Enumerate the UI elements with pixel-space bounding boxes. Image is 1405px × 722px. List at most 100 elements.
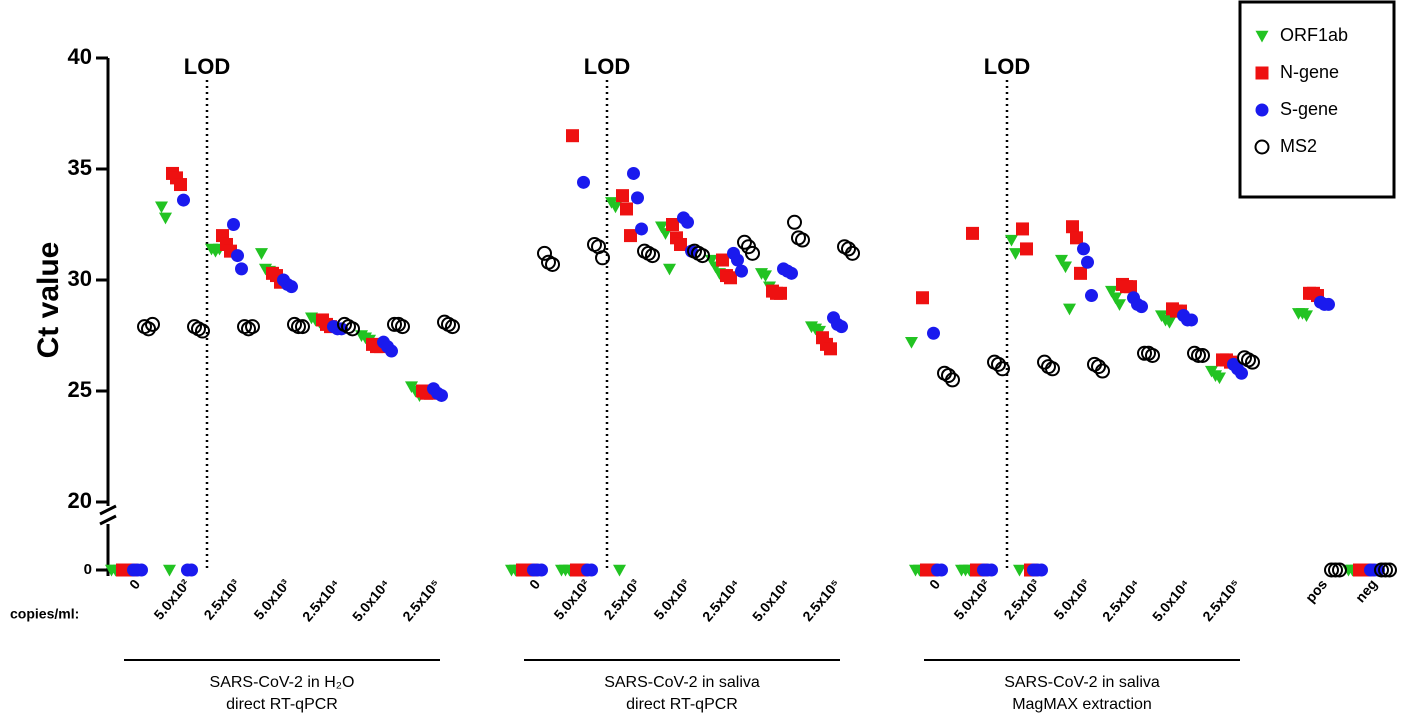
marker [1005, 234, 1018, 247]
marker [445, 319, 460, 335]
marker [1163, 316, 1176, 329]
x-tick-label: 2.5x10⁵ [399, 576, 443, 624]
marker [916, 291, 929, 305]
marker [1235, 366, 1248, 380]
marker [716, 253, 729, 267]
marker [737, 234, 752, 250]
marker [681, 215, 694, 229]
marker [795, 232, 810, 248]
marker [245, 319, 260, 335]
x-tick-label: 2.5x10³ [200, 576, 243, 623]
marker [759, 270, 772, 283]
marker [1324, 562, 1339, 578]
marker [1077, 242, 1090, 256]
marker [1070, 231, 1083, 245]
marker [787, 214, 802, 230]
x-tick-label: 2.5x10³ [600, 576, 643, 623]
x-tick-label: 2.5x10⁴ [299, 576, 343, 624]
group-label: SARS-CoV-2 in saliva [604, 674, 760, 691]
x-tick-label: 5.0x10² [950, 576, 993, 623]
marker [1378, 562, 1393, 578]
marker [645, 248, 660, 264]
marker [845, 245, 860, 261]
legend-marker [1255, 103, 1269, 117]
marker [1137, 345, 1152, 361]
x-tick-label: 2.5x10³ [1000, 576, 1043, 623]
marker [613, 564, 626, 577]
marker [1109, 292, 1122, 305]
marker [841, 241, 856, 257]
marker [745, 245, 760, 261]
marker [674, 237, 687, 251]
marker [927, 326, 940, 340]
marker [145, 316, 160, 332]
marker [387, 316, 402, 332]
marker [435, 388, 448, 402]
x-axis-title: copies/ml: [10, 606, 79, 622]
marker [227, 218, 240, 231]
marker [1374, 562, 1389, 578]
x-tick-label: 5.0x10² [150, 576, 193, 623]
marker [731, 253, 744, 267]
marker [163, 564, 176, 577]
marker [537, 245, 552, 261]
marker [385, 344, 398, 358]
x-tick-label: neg [1352, 576, 1380, 605]
marker [1066, 220, 1079, 234]
marker [595, 250, 610, 266]
y-tick-label: 20 [68, 488, 92, 513]
marker [905, 336, 918, 349]
legend-marker [1254, 139, 1270, 155]
marker [291, 319, 306, 335]
marker [1055, 254, 1068, 267]
marker [616, 189, 629, 203]
marker [345, 321, 360, 337]
marker [1195, 347, 1210, 363]
marker [395, 319, 410, 335]
marker [724, 271, 737, 285]
x-tick-label: 5.0x10³ [1050, 576, 1093, 623]
legend-label: N-gene [1280, 62, 1339, 82]
marker [635, 222, 648, 236]
x-tick-label: 2.5x10⁵ [1199, 576, 1243, 624]
marker [655, 221, 668, 234]
marker [631, 191, 644, 205]
marker [1135, 300, 1148, 314]
group-label: SARS-CoV-2 in H₂O [210, 674, 355, 691]
marker [141, 321, 156, 337]
y-axis-title: Ct value [32, 242, 65, 359]
marker [1074, 266, 1087, 280]
marker [1045, 361, 1060, 377]
group-label: MagMAX extraction [1012, 696, 1152, 713]
legend-label: ORF1ab [1280, 25, 1348, 45]
lod-label: LOD [984, 54, 1030, 79]
marker [1035, 563, 1048, 577]
legend-label: MS2 [1280, 136, 1317, 156]
marker [1300, 310, 1313, 323]
x-tick-label: 2.5x10⁴ [1099, 576, 1143, 624]
marker [1328, 562, 1343, 578]
marker [620, 202, 633, 216]
group-label: SARS-CoV-2 in saliva [1004, 674, 1160, 691]
legend-marker [1255, 30, 1269, 43]
marker [577, 175, 590, 189]
marker [566, 129, 579, 143]
marker [1332, 562, 1347, 578]
marker [735, 264, 748, 278]
marker [627, 166, 640, 180]
marker [1185, 313, 1198, 327]
x-tick-label: 0 [526, 576, 543, 592]
marker [1020, 242, 1033, 256]
x-tick-label: 5.0x10⁴ [349, 576, 393, 624]
marker [1009, 248, 1022, 260]
marker [1016, 222, 1029, 236]
marker [1059, 261, 1072, 274]
marker [1145, 347, 1160, 363]
marker [255, 248, 268, 260]
marker [659, 228, 672, 240]
marker [666, 218, 679, 231]
marker [991, 356, 1006, 372]
marker [285, 280, 298, 294]
